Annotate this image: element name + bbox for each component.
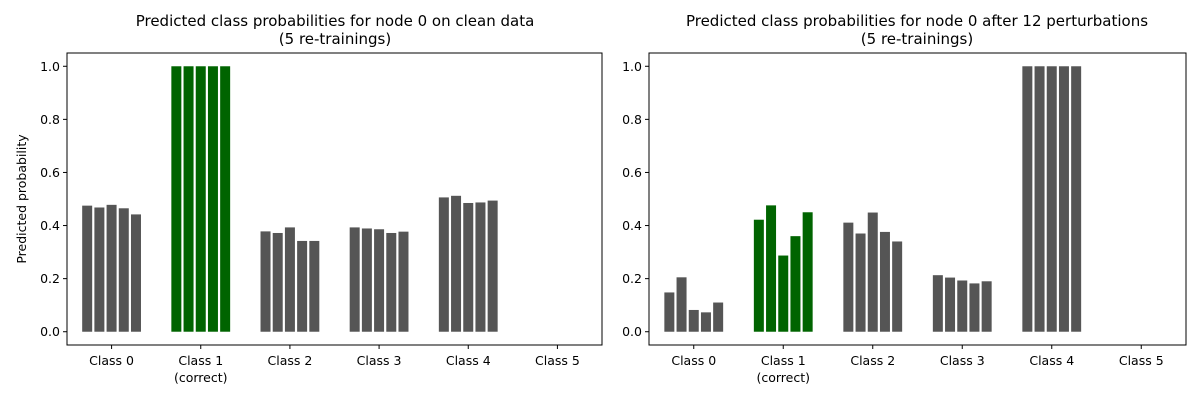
chart-title-line-2: (5 re-trainings): [279, 30, 391, 48]
bar-class-2-run-1: [272, 232, 283, 332]
x-tick-label: Class 4: [446, 353, 491, 368]
bar-class-4-run-4: [1071, 66, 1082, 332]
bar-class-0-run-3: [700, 312, 711, 332]
bar-class-0-run-4: [130, 214, 141, 332]
bar-class-3-run-2: [374, 229, 385, 332]
bar-class-3-run-0: [349, 227, 360, 332]
y-tick-label: 1.0: [40, 59, 60, 74]
x-tick-label: Class 0: [89, 353, 134, 368]
y-tick-label: 0.6: [622, 165, 642, 180]
y-tick-label: 0.2: [622, 271, 642, 286]
bar-class-4-run-0: [1022, 66, 1033, 332]
x-tick-label: Class 3: [357, 353, 402, 368]
y-tick-label: 0.8: [40, 112, 60, 127]
bar-class-0-run-0: [82, 205, 93, 332]
bar-class-4-run-4: [487, 200, 498, 332]
x-tick-label: Class 1: [761, 353, 806, 368]
x-tick-label: Class 2: [850, 353, 895, 368]
chart-title-line-1: Predicted class probabilities for node 0…: [686, 12, 1148, 30]
y-tick-label: 1.0: [622, 59, 642, 74]
bar-class-0-run-1: [94, 207, 105, 332]
bar-class-2-run-2: [867, 212, 878, 332]
x-tick-label: Class 1: [178, 353, 223, 368]
bar-class-3-run-3: [386, 232, 397, 332]
bar-class-0-run-1: [676, 277, 687, 332]
bar-class-0-run-0: [664, 292, 675, 332]
bar-class-1-run-2: [195, 66, 206, 332]
y-axis-label: Predicted probability: [14, 134, 29, 264]
plot-frame: [648, 52, 1187, 346]
x-tick-label: Class 5: [1119, 353, 1164, 368]
bar-class-4-run-0: [438, 197, 449, 332]
bar-class-2-run-1: [855, 233, 866, 332]
plot-area-clean: 0.0 0.2 0.4 0.6 0.8 1.0 Class 0 Class 1 (correct…: [40, 52, 603, 385]
chart-perturbed-data: Predicted class probabilities for node 0…: [622, 12, 1187, 385]
chart-title-line-1: Predicted class probabilities for node 0…: [136, 12, 535, 30]
bar-class-2-run-0: [260, 231, 271, 332]
bar-class-3-run-0: [932, 275, 943, 332]
x-tick-label: Class 5: [535, 353, 580, 368]
bar-class-0-run-2: [688, 309, 699, 332]
bar-class-1-run-0: [753, 219, 764, 332]
bar-class-1-run-1: [766, 205, 777, 332]
bar-class-2-run-2: [284, 227, 295, 332]
y-tick-label: 0.0: [622, 324, 642, 339]
plot-frame: [66, 52, 603, 346]
bar-class-0-run-4: [713, 302, 724, 332]
bar-class-4-run-3: [1058, 66, 1069, 332]
y-tick-label: 0.4: [40, 218, 60, 233]
bar-class-4-run-2: [1046, 66, 1057, 332]
plot-area-perturbed: 0.0 0.2 0.4 0.6 0.8 1.0 Class 0 Class 1 (correct…: [622, 52, 1187, 385]
bar-class-1-run-3: [207, 66, 218, 332]
bar-class-2-run-4: [309, 240, 320, 332]
chart-title-line-2: (5 re-trainings): [861, 30, 973, 48]
chart-clean-data: Predicted class probabilities for node 0…: [14, 12, 603, 385]
y-tick-label: 0.0: [40, 324, 60, 339]
y-tick-label: 0.4: [622, 218, 642, 233]
bar-class-4-run-2: [463, 202, 474, 332]
bar-class-3-run-4: [398, 231, 409, 332]
bar-class-2-run-0: [843, 222, 854, 332]
bar-class-2-run-3: [297, 240, 308, 332]
x-tick-label: Class 2: [268, 353, 313, 368]
bar-class-0-run-2: [106, 204, 117, 332]
bar-class-4-run-1: [451, 195, 462, 332]
y-tick-label: 0.6: [40, 165, 60, 180]
bar-class-1-run-4: [802, 212, 813, 332]
bar-class-1-run-1: [183, 66, 194, 332]
bar-class-1-run-4: [220, 66, 231, 332]
bar-class-1-run-0: [171, 66, 182, 332]
bar-class-0-run-3: [118, 208, 129, 332]
bar-class-1-run-3: [790, 236, 801, 332]
bar-class-3-run-3: [969, 283, 980, 332]
bar-class-2-run-3: [879, 231, 890, 332]
bar-class-4-run-3: [475, 202, 486, 332]
bar-class-3-run-1: [361, 228, 372, 332]
bar-class-1-run-2: [778, 255, 789, 332]
x-tick-label: Class 3: [940, 353, 985, 368]
y-tick-label: 0.8: [622, 112, 642, 127]
x-tick-label: Class 4: [1029, 353, 1074, 368]
bar-class-3-run-4: [981, 281, 992, 332]
bar-class-3-run-2: [957, 280, 968, 332]
bar-class-2-run-4: [892, 241, 903, 332]
x-tick-sublabel: (correct): [174, 370, 228, 385]
bar-class-4-run-1: [1034, 66, 1045, 332]
y-tick-label: 0.2: [40, 271, 60, 286]
x-tick-sublabel: (correct): [756, 370, 810, 385]
bar-class-3-run-1: [945, 277, 956, 332]
x-tick-label: Class 0: [671, 353, 716, 368]
